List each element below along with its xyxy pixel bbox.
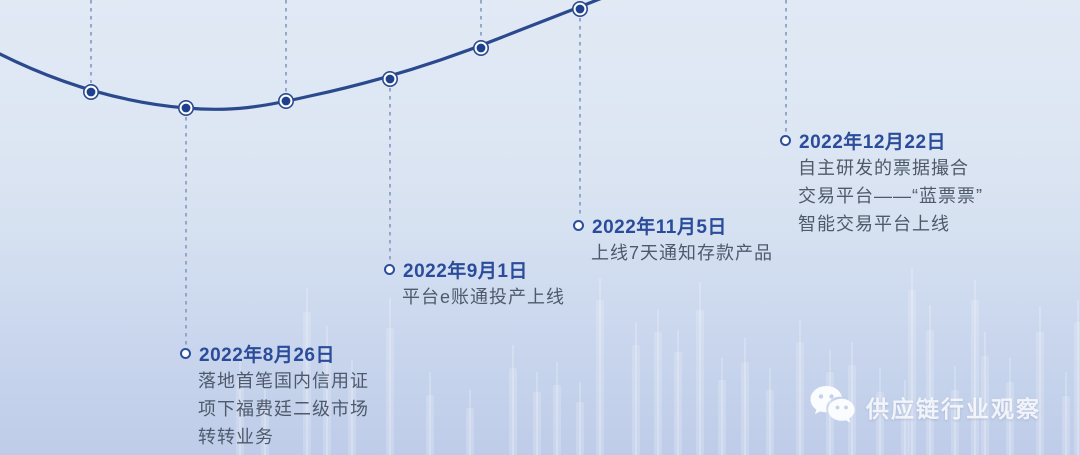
event-marker-circle-icon	[384, 263, 395, 275]
growth-curve	[0, 0, 602, 111]
curve-dot	[472, 39, 489, 56]
curve-dots	[83, 1, 588, 117]
event-description-line: 智能交易平台上线	[798, 214, 950, 234]
curve-dot	[571, 1, 588, 17]
timeline-event-2022-08-26: 2022年8月26日 落地首笔国内信用证 项下福费廷二级市场 转转业务	[180, 342, 369, 451]
event-date: 2022年8月26日	[199, 344, 335, 366]
watermark-text: 供应链行业观察	[866, 396, 1041, 422]
event-description-line: 落地首笔国内信用证	[198, 371, 369, 391]
event-date: 2022年11月5日	[592, 216, 727, 238]
event-header: 2022年9月1日	[384, 258, 565, 282]
timeline-event-2022-12-22: 2022年12月22日 自主研发的票据撮合 交易平台——“蓝票票” 智能交易平台…	[780, 129, 983, 238]
event-date: 2022年9月1日	[403, 260, 528, 282]
event-description-line: 平台e账通投产上线	[402, 287, 566, 307]
event-description: 平台e账通投产上线	[402, 283, 565, 311]
event-description-line: 交易平台——“蓝票票”	[798, 186, 983, 206]
event-description-line: 上线7天通知存款产品	[591, 243, 774, 263]
event-marker-circle-icon	[573, 219, 584, 231]
event-description-line: 项下福费廷二级市场	[198, 399, 369, 419]
event-description: 落地首笔国内信用证 项下福费廷二级市场 转转业务	[198, 367, 369, 451]
curve-dot	[381, 71, 398, 88]
event-description-line: 转转业务	[198, 427, 274, 447]
event-description-line: 自主研发的票据撮合	[798, 158, 969, 178]
timeline-event-2022-09-01: 2022年9月1日 平台e账通投产上线	[384, 258, 565, 311]
event-description: 上线7天通知存款产品	[591, 239, 773, 267]
curve-dot	[83, 84, 100, 101]
event-date: 2022年12月22日	[799, 131, 947, 153]
event-header: 2022年12月22日	[780, 129, 983, 153]
wechat-icon	[810, 386, 855, 423]
event-header: 2022年8月26日	[180, 342, 369, 366]
event-header: 2022年11月5日	[573, 214, 773, 238]
watermark: 供应链行业观察	[808, 384, 1041, 430]
curve-dot	[178, 100, 195, 117]
event-marker-circle-icon	[780, 134, 791, 146]
timeline-event-2022-11-05: 2022年11月5日 上线7天通知存款产品	[573, 214, 773, 267]
event-description: 自主研发的票据撮合 交易平台——“蓝票票” 智能交易平台上线	[798, 154, 983, 238]
event-marker-circle-icon	[180, 347, 191, 359]
curve-dot	[277, 93, 294, 110]
